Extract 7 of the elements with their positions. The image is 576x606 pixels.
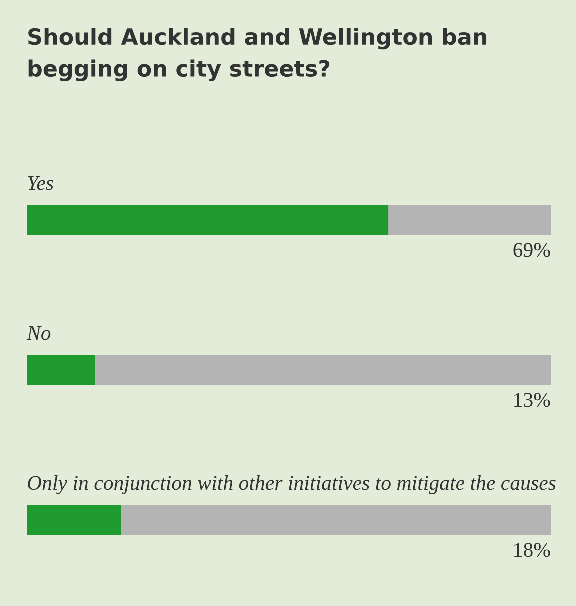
data-label: 69% <box>514 243 550 258</box>
y-tick-label: No <box>26 326 51 340</box>
y-tick-label: Yes <box>28 176 54 190</box>
y-tick-label: Only in conjunction with other initiatives to mitigate the causes <box>28 476 556 494</box>
chart-title: Should Auckland and Wellington ban begging on city streets? <box>28 28 486 82</box>
data-label: 18% <box>514 543 550 558</box>
data-label: 13% <box>514 393 550 408</box>
